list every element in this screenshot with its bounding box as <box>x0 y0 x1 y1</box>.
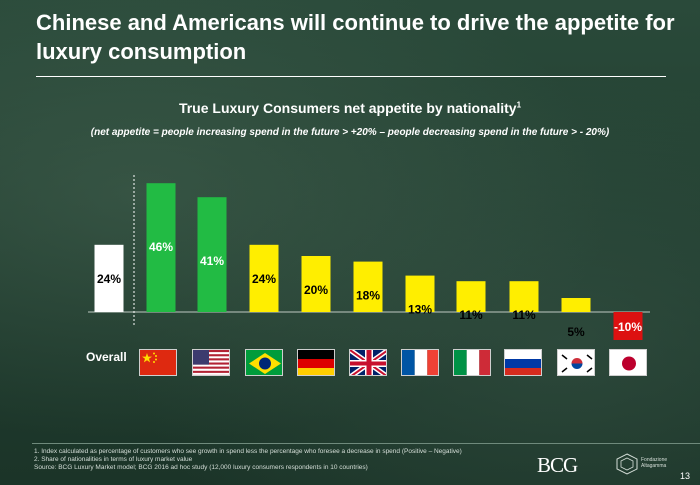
bar-russia <box>509 281 539 312</box>
china-flag <box>139 349 177 376</box>
bar-italy <box>456 281 486 312</box>
brazil-flag <box>245 349 283 376</box>
bcg-logo: BCG <box>537 453 578 477</box>
bar-germany <box>301 256 331 312</box>
page-title: Chinese and Americans will continue to d… <box>36 10 675 64</box>
france-flag-icon <box>402 350 438 375</box>
data-label-italy: 11% <box>459 308 483 322</box>
footnote-1: 1. Index calculated as percentage of cus… <box>34 448 462 455</box>
bar-usa <box>197 197 227 312</box>
japan-flag-icon <box>610 350 646 375</box>
japan-flag <box>609 349 647 376</box>
altagamma-line-1: Fondazione <box>641 457 668 463</box>
footer-divider <box>32 443 700 444</box>
usa-flag-icon <box>193 350 229 375</box>
altagamma-logo-icon <box>616 453 638 475</box>
chart-note: (net appetite = people increasing spend … <box>90 127 610 138</box>
data-label-usa: 41% <box>200 254 224 268</box>
data-label-china: 46% <box>149 240 173 254</box>
bar-south-korea <box>561 298 591 312</box>
chart-title-footnote-mark: 1 <box>516 100 522 110</box>
chart-title-text: True Luxury Consumers net appetite by na… <box>178 100 517 116</box>
russia-flag-icon <box>505 350 541 375</box>
title-divider <box>36 76 666 77</box>
china-flag-icon <box>140 350 176 375</box>
south-korea-flag-icon <box>558 350 594 375</box>
uk-flag-icon <box>350 350 386 375</box>
bar-japan <box>613 312 643 340</box>
bar-overall <box>94 244 124 312</box>
data-label-japan: -10% <box>614 320 642 334</box>
france-flag <box>401 349 439 376</box>
bar-brazil <box>249 244 279 312</box>
altagamma-logo-text: Fondazione Altagamma <box>641 457 667 469</box>
south-korea-flag <box>557 349 595 376</box>
data-label-uk: 18% <box>356 289 380 303</box>
brazil-flag-icon <box>246 350 282 375</box>
footnote-2: 2. Share of nationalities in terms of lu… <box>34 456 193 463</box>
altagamma-line-2: Altagamma <box>641 463 667 469</box>
data-label-germany: 20% <box>304 283 328 297</box>
chart-title: True Luxury Consumers net appetite by na… <box>0 100 700 116</box>
italy-flag-icon <box>454 350 490 375</box>
germany-flag-icon <box>298 350 334 375</box>
bar-france <box>405 275 435 312</box>
footnotes: 1. Index calculated as percentage of cus… <box>34 448 534 472</box>
italy-flag <box>453 349 491 376</box>
overall-label: Overall <box>86 350 127 364</box>
germany-flag <box>297 349 335 376</box>
data-label-russia: 11% <box>512 308 536 322</box>
bar-uk <box>353 261 383 312</box>
data-label-brazil: 24% <box>252 272 276 286</box>
data-label-overall: 24% <box>97 272 121 286</box>
data-label-france: 13% <box>408 303 432 317</box>
data-label-south-korea: 5% <box>567 325 585 339</box>
russia-flag <box>504 349 542 376</box>
uk-flag <box>349 349 387 376</box>
bar-china <box>146 183 176 312</box>
source-note: Source: BCG Luxury Market model; BCG 201… <box>34 464 368 471</box>
usa-flag <box>192 349 230 376</box>
page-number: 13 <box>680 471 691 481</box>
